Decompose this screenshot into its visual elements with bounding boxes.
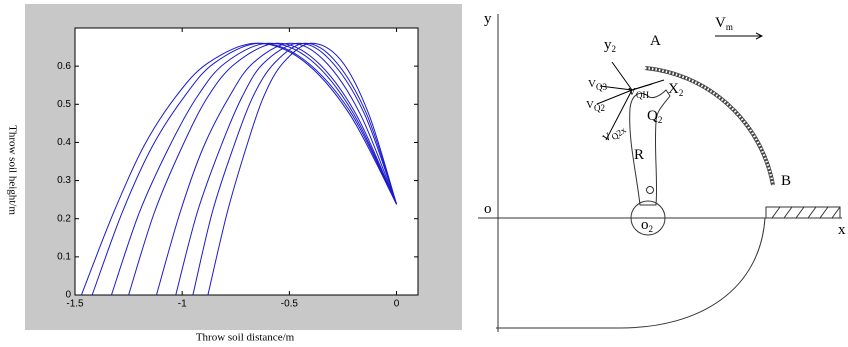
- diagram-label: VQ2: [586, 99, 605, 114]
- plot-area: [74, 27, 419, 296]
- cover-hatch: [644, 66, 775, 186]
- y-tick-label: 0.1: [57, 251, 71, 262]
- diagram-label: R: [634, 147, 644, 163]
- y-tick-label: 0.3: [57, 175, 71, 186]
- label-text: Q: [647, 108, 658, 124]
- trajectory: [110, 42, 398, 296]
- y-tick-label: 0.4: [57, 137, 71, 148]
- label-text: o: [641, 217, 649, 233]
- y-tick-label: 0.5: [57, 99, 71, 110]
- trajectory: [207, 42, 398, 296]
- trajectory: [128, 42, 398, 296]
- diagram-label: B: [781, 173, 791, 189]
- x-axis-label: Throw soil distance/m: [196, 332, 295, 344]
- soil-boundary: [496, 217, 766, 329]
- label-subscript: 2: [612, 44, 617, 54]
- pivot: [646, 186, 654, 194]
- label-text: B: [781, 173, 791, 189]
- trajectory: [91, 42, 398, 296]
- label-text: R: [634, 147, 644, 163]
- soil-surface: [765, 206, 841, 219]
- diagram-label: VQ3: [588, 78, 607, 93]
- label-subscript: m: [726, 22, 733, 32]
- label-text: o: [484, 201, 492, 217]
- trajectory: [155, 42, 398, 296]
- mechanism-diagram: [478, 14, 842, 332]
- y-axis-label: Throw soil height/m: [6, 125, 18, 215]
- diagram-label: y: [484, 11, 492, 27]
- blade: [629, 89, 671, 206]
- hatching: [771, 206, 841, 219]
- x-tick-label: -1: [178, 299, 187, 310]
- diagram-label: Vm: [715, 15, 733, 32]
- y-tick-label: 0.6: [57, 61, 71, 72]
- label-subscript: 2: [679, 88, 684, 98]
- x-tick-label: 0: [394, 299, 400, 310]
- trajectory: [192, 42, 398, 296]
- diagram-label: y2: [604, 37, 616, 54]
- diagram-label: x: [838, 222, 846, 238]
- label-text: x: [838, 222, 846, 238]
- diagram-label: Q2: [647, 108, 662, 125]
- diagram-label: o: [484, 201, 492, 217]
- label-text: V: [588, 78, 596, 90]
- y-tick-label: 0: [65, 290, 71, 301]
- diagram-label: o2: [641, 217, 653, 234]
- x-tick-label: -0.5: [281, 299, 299, 310]
- x-tick-label: -1.5: [66, 299, 84, 310]
- label-subscript: Q2: [594, 103, 605, 113]
- label-text: V: [586, 99, 594, 111]
- velocity-vectors: [596, 32, 764, 141]
- trajectory: [175, 42, 398, 296]
- label-text: V: [628, 86, 636, 98]
- label-text: V: [715, 15, 726, 31]
- diagram-label: VQH: [628, 86, 649, 101]
- label-text: X: [668, 81, 679, 97]
- cover-shell: [644, 66, 775, 186]
- trajectory: [80, 42, 398, 296]
- label-subscript: 2: [649, 224, 654, 234]
- label-text: A: [650, 33, 661, 49]
- rotor-hub: [630, 200, 666, 236]
- diagram-label: A: [650, 33, 661, 49]
- label-subscript: QH: [636, 90, 649, 100]
- diagram-label: X2: [668, 81, 683, 98]
- label-subscript: 2: [658, 115, 663, 125]
- label-text: y: [484, 11, 492, 27]
- y-tick-label: 0.2: [57, 213, 71, 224]
- label-text: y: [604, 37, 612, 53]
- label-subscript: Q3: [596, 82, 607, 92]
